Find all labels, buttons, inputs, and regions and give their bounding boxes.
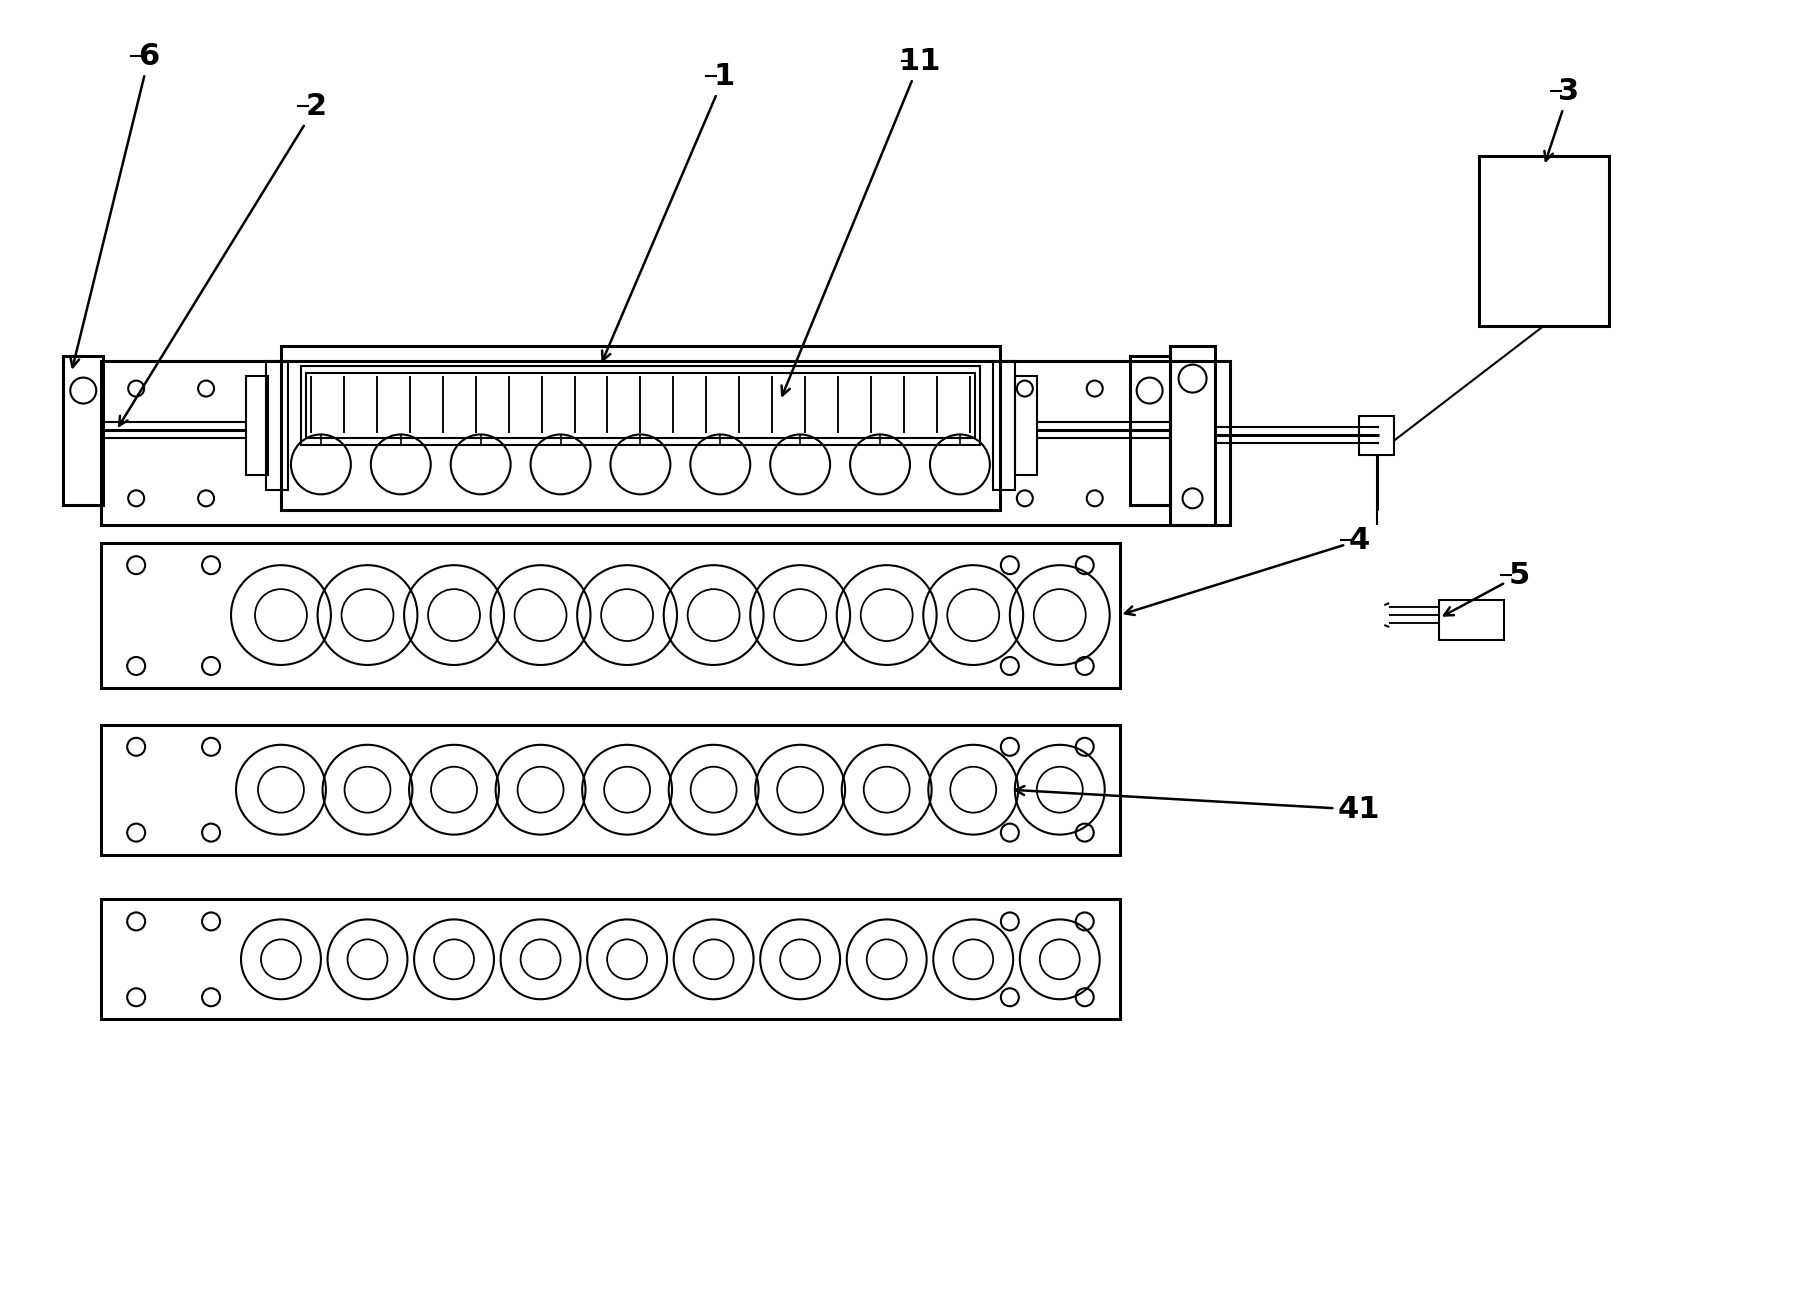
Bar	[992, 361, 1014, 490]
Bar	[306, 373, 974, 439]
Text: 3: 3	[1545, 77, 1579, 161]
Bar	[1480, 156, 1608, 326]
Bar	[1130, 356, 1170, 505]
Bar	[246, 375, 268, 475]
Text: 41: 41	[1016, 786, 1380, 824]
Bar	[101, 725, 1119, 855]
Bar	[63, 356, 103, 505]
Bar	[101, 361, 1230, 525]
Text: 1: 1	[601, 62, 735, 361]
Bar	[101, 543, 1119, 688]
Bar	[1440, 600, 1505, 640]
Bar	[1360, 416, 1394, 456]
Bar	[1014, 375, 1038, 475]
Bar	[281, 346, 1000, 511]
Bar	[101, 899, 1119, 1020]
Bar	[1170, 346, 1215, 525]
Text: 2: 2	[120, 92, 326, 426]
Text: 5: 5	[1443, 561, 1530, 616]
Bar	[301, 365, 980, 446]
Bar	[266, 361, 288, 490]
Text: 6: 6	[71, 42, 159, 368]
Text: 11: 11	[782, 47, 942, 395]
Text: 4: 4	[1125, 526, 1369, 614]
